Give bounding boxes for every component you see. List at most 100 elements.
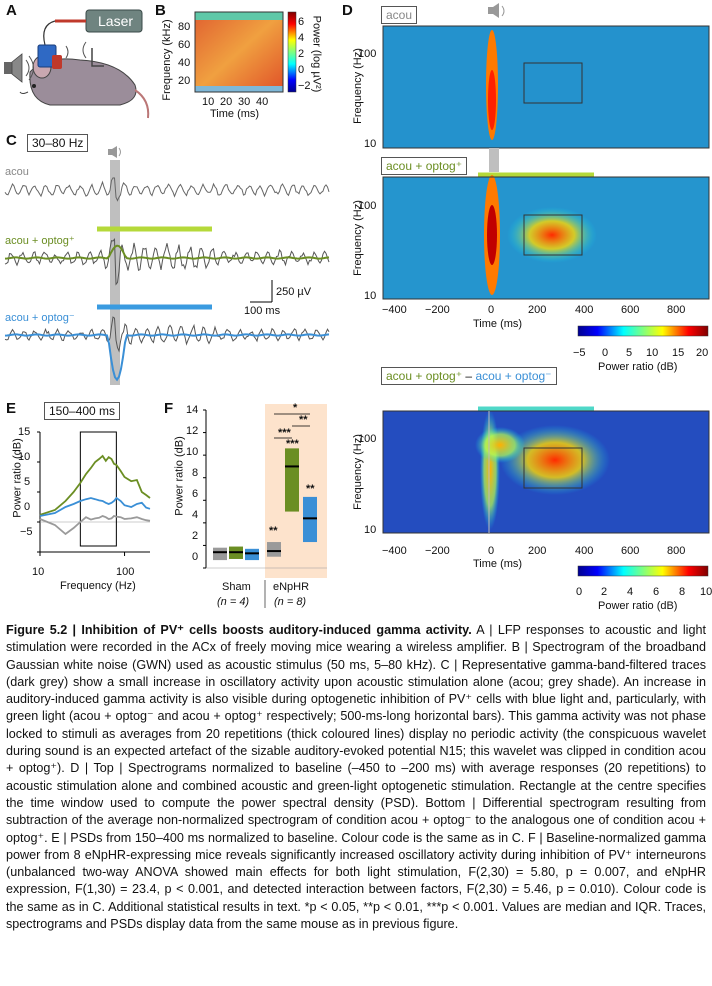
panel-e-letter: E <box>6 400 17 417</box>
d-cbar1-label: Power ratio (dB) <box>598 361 678 373</box>
e-psd-chart <box>37 431 151 556</box>
b-ylabel: Frequency (kHz) <box>161 19 173 101</box>
d-ytick-top-100: 100 <box>358 48 377 60</box>
d-ytick-mid-10: 10 <box>364 290 377 302</box>
f-box-0 <box>213 547 227 561</box>
b-ytick-3: 20 <box>178 75 191 87</box>
e-xlabel: Frequency (Hz) <box>60 580 136 592</box>
panel-f-letter: F <box>164 400 174 417</box>
f-box-chart <box>203 404 327 608</box>
d-spectrograms <box>382 3 710 577</box>
d-diff-a: acou + optog⁺ <box>386 369 463 383</box>
d-xlabel-bot: Time (ms) <box>473 558 523 570</box>
d-cbar1-t1: 0 <box>602 347 609 359</box>
psd-window-rect-diff <box>523 447 583 489</box>
b-cbar-tick-1: 4 <box>298 32 305 44</box>
d-speaker-icon <box>488 3 505 18</box>
d-label-diff: acou + optog⁺ – acou + optog⁻ <box>381 367 557 385</box>
cbar-d-bottom <box>577 565 709 577</box>
panel-c-letter: C <box>6 132 17 149</box>
b-cbar-tick-0: 6 <box>298 16 305 28</box>
f-group1: Sham <box>222 581 251 593</box>
d-xtick-mid-6: 800 <box>667 304 686 316</box>
mouse-illustration <box>4 9 150 119</box>
f-box-3 <box>267 542 281 557</box>
b-xtick-1: 20 <box>220 96 233 108</box>
d-cbar1-t0: −5 <box>573 347 586 359</box>
d-label-acou: acou <box>381 6 418 24</box>
f-sig-1: ** <box>299 414 308 426</box>
panel-d-letter: D <box>342 2 353 19</box>
c-label-acou-pos: acou + optog⁺ <box>5 235 75 247</box>
f-box-2 <box>245 548 259 561</box>
c-scale-t: 100 ms <box>244 305 281 317</box>
antenna-icon <box>91 48 104 67</box>
c-label-acou: acou <box>5 166 29 178</box>
d-xtick-bot-2: 0 <box>488 545 495 557</box>
d-cbar2-t2: 4 <box>627 586 634 598</box>
e-series-0 <box>39 515 151 536</box>
d-cbar1-t3: 10 <box>646 347 659 359</box>
f-box-5 <box>303 496 317 543</box>
f-ytick-1: 12 <box>186 425 199 437</box>
c-label-acou-neg: acou + optog⁻ <box>5 312 75 324</box>
e-ytick-2: 5 <box>24 476 31 488</box>
e-xtick-0: 10 <box>32 566 45 578</box>
f-group2-n: (n = 8) <box>274 596 307 608</box>
b-xlabel: Time (ms) <box>210 108 260 120</box>
c-scale-v: 250 µV <box>276 286 312 298</box>
d-xtick-mid-2: 0 <box>488 304 495 316</box>
e-ytick-1: 10 <box>18 451 31 463</box>
d-xtick-bot-1: −200 <box>425 545 450 557</box>
f-ytick-4: 6 <box>192 488 199 500</box>
f-sig-5: ** <box>306 483 315 495</box>
psd-window-rect-top <box>523 62 583 104</box>
f-ylabel: Power ratio (dB) <box>173 436 186 516</box>
e-ytick-0: 15 <box>18 426 31 438</box>
cbar-d-top <box>577 325 709 337</box>
c-band-box: 30–80 Hz <box>27 134 89 152</box>
d-cbar2-t0: 0 <box>576 586 583 598</box>
d-cbar1-t4: 15 <box>672 347 685 359</box>
d-xtick-mid-3: 200 <box>528 304 547 316</box>
f-ytick-6: 2 <box>192 530 199 542</box>
d-xtick-bot-5: 600 <box>621 545 640 557</box>
e-gamma-window <box>79 431 117 547</box>
d-ytick-top-10: 10 <box>364 138 377 150</box>
d-cbar2-t1: 2 <box>601 586 608 598</box>
b-cbar-tick-4: −2 <box>298 80 311 92</box>
d-xtick-mid-5: 600 <box>621 304 640 316</box>
b-cbar-tick-3: 0 <box>298 64 305 76</box>
e-ytick-4: −5 <box>20 526 33 538</box>
trace-acou-optog-pos-avg <box>4 244 330 260</box>
f-group2: eNpHR <box>273 581 310 593</box>
f-ytick-2: 10 <box>186 446 199 458</box>
d-diff-minus: – <box>465 369 473 383</box>
f-ytick-5: 4 <box>192 509 199 521</box>
e-window-box: 150–400 ms <box>44 402 121 420</box>
d-xtick-bot-4: 400 <box>575 545 594 557</box>
b-xtick-2: 30 <box>238 96 251 108</box>
d-xtick-bot-3: 200 <box>528 545 547 557</box>
f-box-4 <box>285 448 299 512</box>
d-xtick-bot-6: 800 <box>667 545 686 557</box>
d-ytick-mid-100: 100 <box>358 200 377 212</box>
d-cbar2-t4: 8 <box>679 586 686 598</box>
f-sig-2: *** <box>278 427 291 439</box>
d-ytick-bot-100: 100 <box>358 433 377 445</box>
speaker-icon <box>11 53 23 83</box>
trace-acou-optog-pos-raw <box>4 238 330 286</box>
b-ytick-1: 60 <box>178 39 191 51</box>
d-ylabel-bot: Frequency (Hz) <box>351 434 364 510</box>
b-cbar-tick-2: 2 <box>298 48 305 60</box>
d-cbar2-label: Power ratio (dB) <box>598 600 678 612</box>
trace-acou-optog-neg-avg <box>4 333 330 382</box>
trace-acou-optog-neg-raw <box>4 316 330 353</box>
b-xtick-3: 40 <box>256 96 269 108</box>
f-sig-4: ** <box>269 525 278 537</box>
e-series-2 <box>39 496 151 517</box>
f-sig-3: *** <box>286 438 299 450</box>
f-group1-n: (n = 4) <box>217 596 250 608</box>
d-ytick-bot-10: 10 <box>364 524 377 536</box>
f-sig-0: * <box>293 402 298 414</box>
